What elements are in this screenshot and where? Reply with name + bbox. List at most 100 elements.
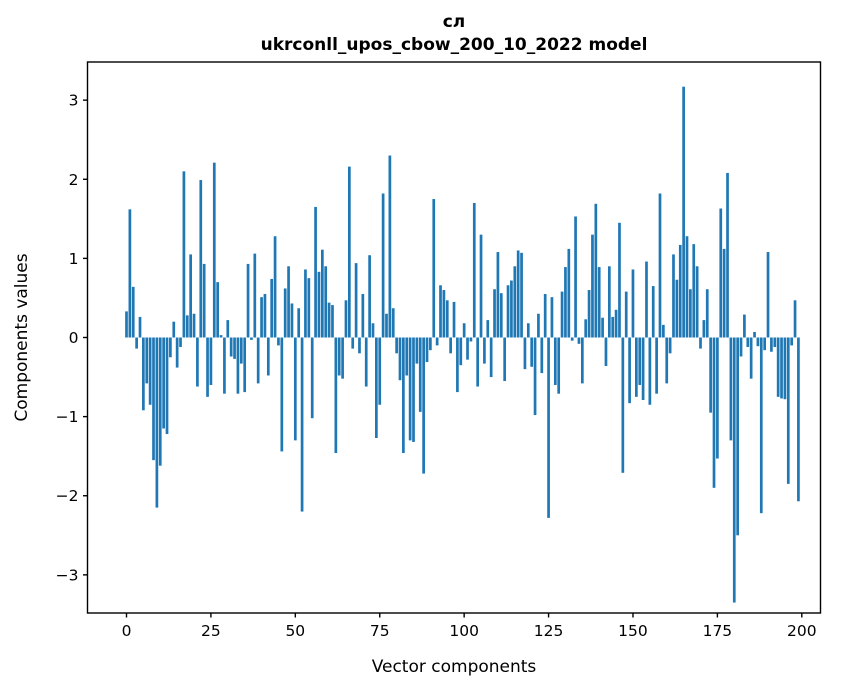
bar: [307, 278, 311, 338]
bar: [469, 337, 473, 342]
bar: [786, 337, 790, 484]
bar: [594, 203, 598, 338]
bar: [635, 337, 638, 397]
bars-group: [125, 86, 800, 603]
bar: [226, 320, 230, 338]
bar: [766, 252, 770, 338]
bar: [229, 337, 233, 357]
bar: [770, 337, 773, 352]
bar: [425, 337, 429, 363]
bar: [239, 337, 243, 364]
bar: [648, 337, 652, 405]
bar: [695, 266, 699, 338]
bar: [290, 303, 294, 338]
bar: [445, 300, 449, 338]
bar: [797, 337, 800, 502]
bar: [624, 291, 628, 338]
x-tick-label: 25: [201, 622, 221, 640]
bar: [219, 335, 223, 338]
bar: [375, 337, 378, 438]
bar: [192, 313, 196, 338]
bar: [665, 337, 669, 384]
bar: [270, 278, 274, 338]
bar: [712, 337, 716, 488]
bar: [199, 180, 203, 338]
bar: [604, 337, 608, 366]
bar: [253, 253, 257, 338]
bar: [260, 297, 263, 338]
bar: [351, 337, 355, 349]
bar: [273, 236, 277, 338]
bar: [682, 86, 685, 338]
bar: [553, 337, 557, 385]
bar: [513, 266, 517, 338]
bar: [685, 236, 689, 338]
bar: [337, 337, 341, 376]
bar: [216, 282, 220, 338]
bar: [722, 248, 726, 338]
bar: [189, 254, 192, 338]
bar: [580, 337, 584, 384]
bar: [547, 337, 550, 518]
bar: [692, 244, 696, 338]
x-tick-label: 200: [787, 622, 817, 640]
bar: [300, 337, 304, 512]
bar: [746, 337, 750, 347]
bar: [388, 155, 392, 338]
bar: [645, 261, 648, 338]
bar: [327, 302, 331, 338]
bar: [371, 323, 375, 338]
bar: [628, 337, 631, 404]
bar: [185, 315, 189, 338]
bar: [776, 337, 780, 397]
bar: [391, 308, 395, 338]
bar: [287, 266, 290, 338]
y-tick-label: −3: [56, 566, 79, 584]
bar: [537, 313, 540, 338]
bar: [516, 250, 520, 338]
bar: [499, 293, 503, 338]
bar: [243, 337, 247, 393]
bar: [756, 337, 760, 347]
bar: [773, 337, 777, 347]
axes-group: 0 25 50 75 100 125 150 175 200 −3 −2 −1 0 1 2 3: [56, 61, 822, 640]
bar: [651, 286, 655, 338]
bar: [672, 254, 675, 338]
bar: [577, 337, 581, 344]
bar: [155, 337, 159, 508]
bar: [783, 337, 787, 400]
bar: [206, 337, 209, 397]
bar: [395, 337, 398, 354]
bar: [439, 285, 442, 338]
bar: [246, 263, 250, 338]
bar: [179, 337, 182, 347]
bar: [570, 337, 574, 341]
y-tick-label: 1: [69, 250, 79, 268]
bar: [344, 300, 348, 338]
y-tick-label: −1: [56, 408, 79, 426]
bar: [358, 337, 361, 354]
bar: [743, 314, 746, 338]
bar: [165, 337, 169, 435]
x-tick-label: 150: [618, 622, 648, 640]
x-axis-label: Vector components: [372, 657, 537, 677]
bar: [277, 337, 280, 346]
bar: [510, 280, 513, 338]
bar: [584, 319, 588, 338]
bar: [422, 337, 425, 474]
bar: [716, 337, 719, 459]
x-tick-label: 100: [449, 622, 479, 640]
bar: [310, 337, 314, 419]
bar: [385, 313, 388, 338]
chart-title-word: сл: [443, 12, 466, 32]
bar: [304, 269, 307, 338]
bar: [719, 208, 723, 338]
bar: [148, 337, 152, 405]
bar: [739, 337, 743, 357]
y-tick-label: 2: [69, 171, 79, 189]
bar: [368, 255, 371, 338]
bar: [533, 337, 537, 416]
bar: [729, 337, 733, 441]
bar: [655, 337, 658, 394]
y-axis-label: Components values: [12, 253, 32, 421]
